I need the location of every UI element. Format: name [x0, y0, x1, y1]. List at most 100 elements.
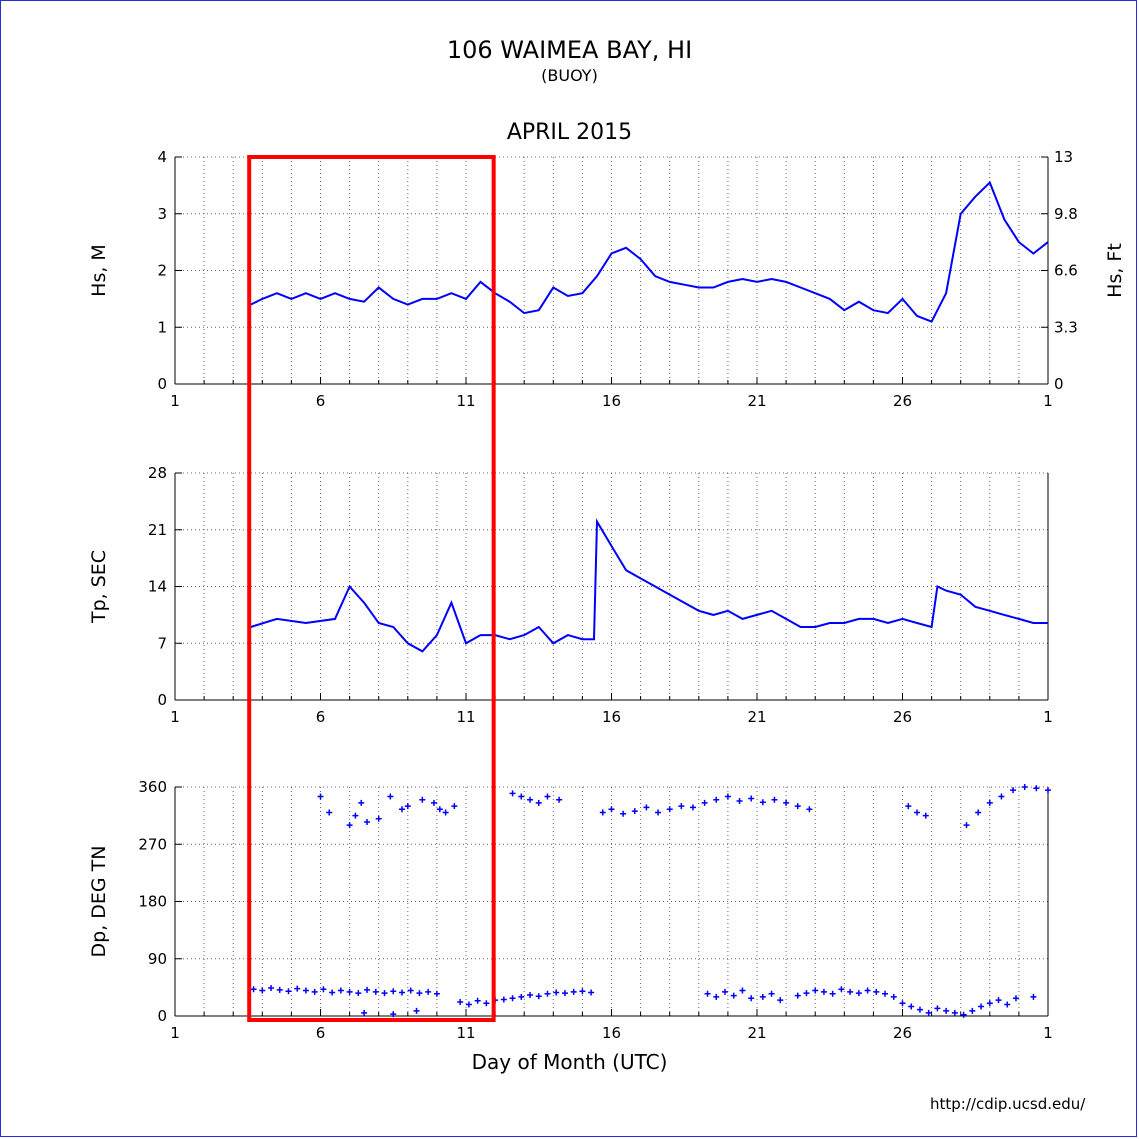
data-point [358, 799, 365, 806]
data-point [509, 995, 516, 1002]
data-point [436, 806, 443, 813]
data-point [320, 986, 327, 993]
data-point [768, 990, 775, 997]
data-point [986, 799, 993, 806]
y-tick-label: 3 [157, 205, 167, 223]
data-point [986, 1000, 993, 1007]
data-point [430, 799, 437, 806]
data-point [666, 806, 673, 813]
data-point [847, 988, 854, 995]
data-point [294, 985, 301, 992]
data-point [759, 799, 766, 806]
data-point [407, 987, 414, 994]
data-point [364, 986, 371, 993]
x-tick-label: 26 [893, 392, 912, 410]
data-point [925, 1009, 932, 1016]
y-tick-label: 0 [157, 691, 167, 709]
data-point [724, 793, 731, 800]
data-point [978, 1003, 985, 1010]
data-point [631, 808, 638, 815]
data-point [998, 793, 1005, 800]
data-point [1021, 784, 1028, 790]
data-point [302, 987, 309, 994]
x-tick-label: 16 [602, 708, 621, 726]
data-point [311, 988, 318, 995]
data-point [864, 987, 871, 994]
y-tick-label: 4 [157, 148, 167, 166]
data-point [908, 1003, 915, 1010]
data-point [701, 799, 708, 806]
data-point [364, 818, 371, 825]
data-point [678, 803, 685, 810]
x-tick-label: 6 [316, 708, 326, 726]
y-tick-label: 0 [157, 375, 167, 393]
y-tick-label: 28 [148, 464, 167, 482]
data-point [579, 988, 586, 995]
data-point [544, 793, 551, 800]
data-point [748, 995, 755, 1002]
data-point [276, 986, 283, 993]
x-tick-label: 1 [170, 708, 180, 726]
data-point [413, 1007, 420, 1014]
x-tick-label: 26 [893, 708, 912, 726]
y-tick-label: 1 [157, 318, 167, 336]
data-point [442, 809, 449, 816]
data-point [739, 987, 746, 994]
data-point [721, 988, 728, 995]
x-tick-label: 21 [747, 1024, 766, 1042]
data-point [1030, 993, 1037, 1000]
y-tick-label: 180 [138, 893, 167, 911]
data-point [553, 989, 560, 996]
data-point [1012, 995, 1019, 1002]
data-point [509, 790, 516, 797]
period-label: APRIL 2015 [506, 120, 633, 145]
x-tick-label: 16 [602, 1024, 621, 1042]
y-axis-label-right: Hs, Ft [1104, 243, 1126, 298]
data-point [783, 799, 790, 806]
data-point [1033, 785, 1040, 792]
data-point [820, 988, 827, 995]
source-url: http://cdip.ucsd.edu/ [930, 1095, 1086, 1113]
data-point [387, 793, 394, 800]
data-point [943, 1007, 950, 1014]
data-point [375, 815, 382, 822]
data-point [561, 990, 568, 997]
data-point [759, 993, 766, 1000]
data-point [963, 822, 970, 829]
data-point [355, 990, 362, 997]
data-point [794, 803, 801, 810]
data-point [1004, 1001, 1011, 1008]
series-line [250, 518, 1048, 653]
data-point [527, 796, 534, 803]
y-tick-label: 7 [157, 634, 167, 652]
data-point [285, 988, 292, 995]
data-point [527, 992, 534, 999]
y-tick-label-right: 3.3 [1054, 318, 1078, 336]
data-point [905, 803, 912, 810]
y-tick-label: 0 [157, 1007, 167, 1025]
x-axis-label: Day of Month (UTC) [471, 1050, 668, 1074]
data-point [855, 990, 862, 997]
data-point [643, 804, 650, 811]
y-tick-label: 90 [148, 950, 167, 968]
data-point [352, 812, 359, 819]
x-tick-label: 21 [747, 392, 766, 410]
series-line [250, 180, 1049, 323]
data-point [390, 1011, 397, 1018]
data-point [599, 809, 606, 816]
data-point [873, 988, 880, 995]
data-point [457, 999, 464, 1006]
y-tick-label-right: 6.6 [1054, 262, 1078, 280]
data-point [922, 812, 929, 819]
y-tick-label: 14 [148, 578, 167, 596]
y-tick-label: 21 [148, 521, 167, 539]
x-tick-label: 1 [1043, 1024, 1053, 1042]
x-tick-label: 6 [316, 1024, 326, 1042]
data-point [655, 809, 662, 816]
y-axis-label: Hs, M [88, 244, 110, 297]
data-point [518, 993, 525, 1000]
data-point [794, 992, 801, 999]
x-tick-label: 1 [170, 1024, 180, 1042]
data-point [483, 1000, 490, 1007]
